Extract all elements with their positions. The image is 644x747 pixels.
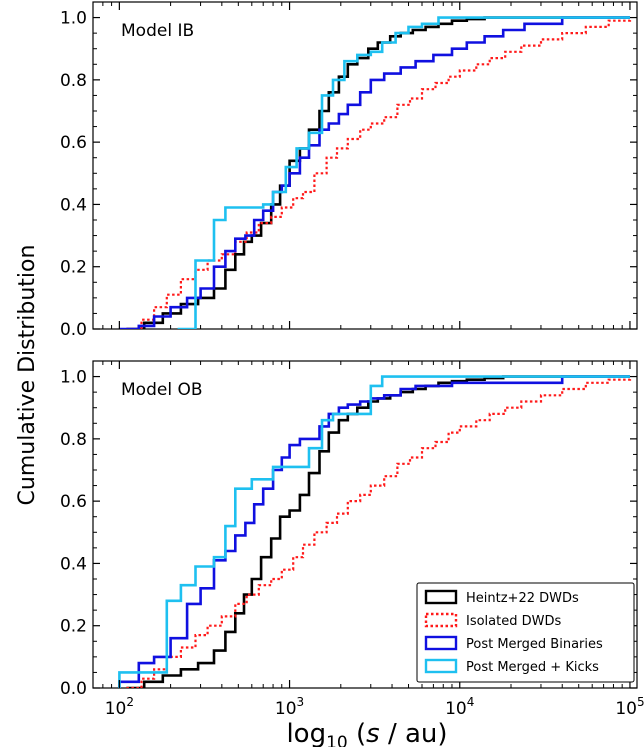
legend-label: Post Merged + Kicks bbox=[466, 660, 599, 675]
x-axis-title-pre: log bbox=[286, 719, 326, 747]
y-tick-label: 0.0 bbox=[60, 679, 87, 699]
series-line-isolated-dwds bbox=[126, 18, 630, 329]
y-tick-label: 0.2 bbox=[60, 617, 87, 637]
x-axis-title-var: s bbox=[366, 719, 380, 747]
legend: Heintz+22 DWDs Isolated DWDs Post Merged B… bbox=[417, 583, 634, 682]
y-tick-label: 1.0 bbox=[60, 9, 87, 29]
x-axis-title-open: ( bbox=[348, 719, 366, 747]
legend-label: Heintz+22 DWDs bbox=[466, 591, 579, 606]
series-line-heintz-22-dwds bbox=[126, 18, 630, 329]
panel-label: Model OB bbox=[121, 380, 203, 400]
legend-label: Isolated DWDs bbox=[466, 614, 561, 629]
y-tick-label: 0.2 bbox=[60, 258, 87, 278]
x-tick-label: 102 bbox=[105, 695, 134, 719]
x-tick-label: 105 bbox=[615, 695, 644, 719]
y-tick-label: 0.4 bbox=[60, 195, 87, 215]
panel-label: Model IB bbox=[121, 21, 194, 41]
series-line-post-merged-kicks bbox=[178, 18, 630, 329]
y-tick-label: 0.6 bbox=[60, 133, 87, 153]
y-tick-label: 0.6 bbox=[60, 492, 87, 512]
panel-model-ib: 0.0 0.2 0.4 0.6 0.8 1.0 Model IB bbox=[60, 2, 637, 340]
y-axis-title: Cumulative Distribution bbox=[15, 245, 40, 506]
legend-label: Post Merged Binaries bbox=[466, 637, 603, 652]
x-axis-title-post: / au) bbox=[380, 719, 448, 747]
y-tick-label: 0.8 bbox=[60, 71, 87, 91]
y-tick-label: 0.0 bbox=[60, 320, 87, 340]
x-axis-title-sub: 10 bbox=[326, 733, 348, 747]
y-tick-label: 0.4 bbox=[60, 554, 87, 574]
y-tick-label: 1.0 bbox=[60, 368, 87, 388]
x-tick-label: 104 bbox=[445, 695, 474, 719]
plot-frame bbox=[93, 2, 637, 329]
y-tick-label: 0.8 bbox=[60, 430, 87, 450]
x-tick-label: 103 bbox=[275, 695, 304, 719]
x-axis-title: log10 (s / au) bbox=[286, 719, 447, 747]
